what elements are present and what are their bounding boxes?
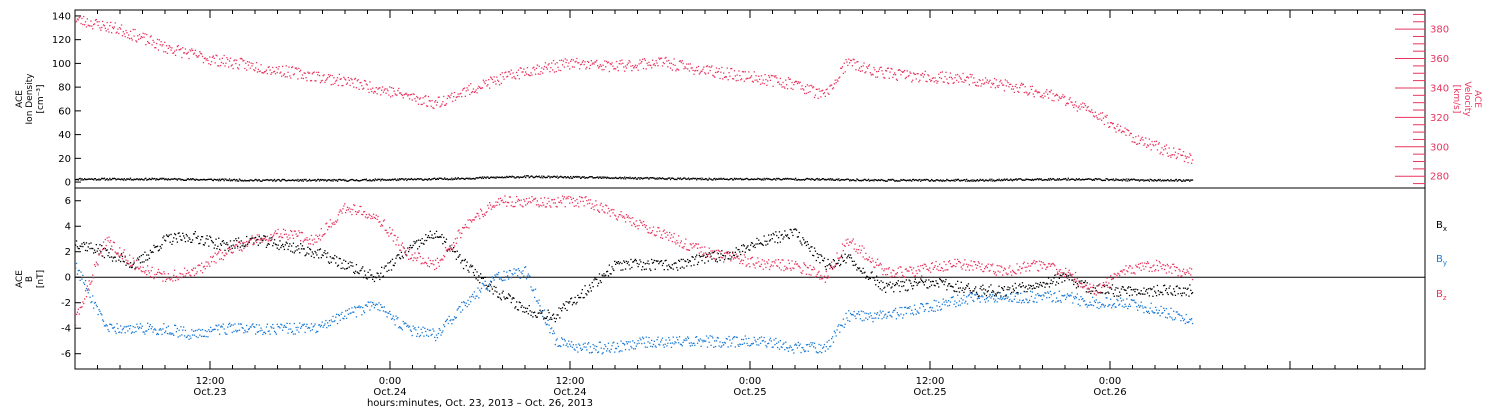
top-right-tick-label: 340	[1430, 83, 1449, 94]
bottom-left-tick-label: 4	[65, 222, 71, 233]
x-tick-time-label: 12:00	[196, 376, 225, 387]
top-right-tick-label: 280	[1430, 172, 1449, 183]
x-tick-time-label: 0:00	[739, 376, 761, 387]
top-right-ylabel-line3: [km/s]	[1451, 85, 1461, 114]
x-tick-time-label: 12:00	[556, 376, 585, 387]
bottom-left-tick-label: -6	[61, 349, 71, 360]
bx-series	[75, 228, 1194, 323]
bottom-left-axis: 6 4 2 0 -2 -4 -6	[61, 196, 81, 360]
x-tick-date-label: Oct.25	[733, 387, 766, 398]
top-left-tick-label: 140	[52, 11, 71, 22]
bottom-left-ylabel-line1: ACE	[15, 270, 25, 288]
top-left-tick-label: 0	[65, 178, 71, 189]
bottom-left-tick-label: 2	[65, 247, 71, 258]
legend-entry: By	[1436, 254, 1447, 267]
legend-entry: Bz	[1436, 289, 1447, 302]
top-left-ylabel-line3: [cm⁻³]	[36, 84, 46, 113]
top-panel-frame	[74, 9, 1426, 189]
top-right-ylabel-line1: ACE	[1472, 90, 1482, 108]
top-left-tick-label: 40	[58, 130, 71, 141]
top-left-tick-label: 20	[58, 154, 71, 165]
x-tick-date-label: Oct.25	[913, 387, 946, 398]
top-left-ylabel-line1: ACE	[15, 90, 25, 108]
x-tick-time-label: 12:00	[916, 376, 945, 387]
top-right-ylabel: ACE Velocity [km/s]	[1451, 81, 1482, 117]
bottom-panel: 6 4 2 0 -2 -4 -6 ACE B [nT] Bx By Bz	[15, 187, 1447, 370]
x-tick-time-label: 0:00	[1099, 376, 1121, 387]
bottom-left-tick-label: -2	[61, 298, 71, 309]
bottom-left-ylabel: ACE B [nT]	[15, 270, 46, 288]
x-axis-label: hours:minutes, Oct. 23, 2013 – Oct. 26, …	[367, 398, 593, 409]
top-right-tick-label: 380	[1430, 25, 1449, 36]
top-left-tick-label: 120	[52, 35, 71, 46]
bottom-series	[75, 195, 1194, 355]
x-axis: 12:00Oct.230:00Oct.2412:00Oct.240:00Oct.…	[74, 10, 1426, 398]
x-tick-date-label: Oct.23	[193, 387, 226, 398]
top-left-tick-label: 100	[52, 59, 71, 70]
bottom-left-ylabel-line3: [nT]	[36, 270, 46, 288]
top-right-tick-label: 300	[1430, 142, 1449, 153]
top-left-ylabel: ACE Ion Density [cm⁻³]	[15, 73, 46, 125]
top-left-tick-label: 60	[58, 106, 71, 117]
top-right-tick-label: 360	[1430, 54, 1449, 65]
bottom-left-tick-label: -4	[61, 324, 71, 335]
top-left-ylabel-line2: Ion Density	[25, 73, 35, 125]
bottom-left-tick-label: 6	[65, 196, 71, 207]
top-left-axis: 0 20 40 60 80 100 120 140	[52, 11, 81, 189]
x-tick-date-label: Oct.26	[1093, 387, 1126, 398]
top-series	[75, 15, 1194, 182]
bottom-panel-frame	[74, 187, 1426, 370]
top-left-tick-label: 80	[58, 83, 71, 94]
ion-density-series	[75, 175, 1194, 182]
bottom-left-tick-label: 0	[65, 273, 71, 284]
bz-series	[75, 195, 1194, 326]
top-right-tick-label: 320	[1430, 113, 1449, 124]
legend-entry: Bx	[1436, 220, 1447, 233]
x-tick-date-label: Oct.24	[553, 387, 586, 398]
top-right-ylabel-line2: Velocity	[1462, 81, 1472, 117]
top-panel: 0 20 40 60 80 100 120 140 280 300 320 340 360 380 AC…	[15, 9, 1482, 189]
top-right-axis: 280 300 320 340 360 380	[1395, 13, 1449, 185]
by-series	[75, 262, 1194, 355]
b-component-legend: Bx By Bz	[1436, 220, 1447, 302]
bottom-left-ylabel-line2: B	[25, 276, 35, 282]
x-tick-time-label: 0:00	[379, 376, 401, 387]
x-tick-date-label: Oct.24	[373, 387, 406, 398]
velocity-series	[75, 15, 1194, 164]
